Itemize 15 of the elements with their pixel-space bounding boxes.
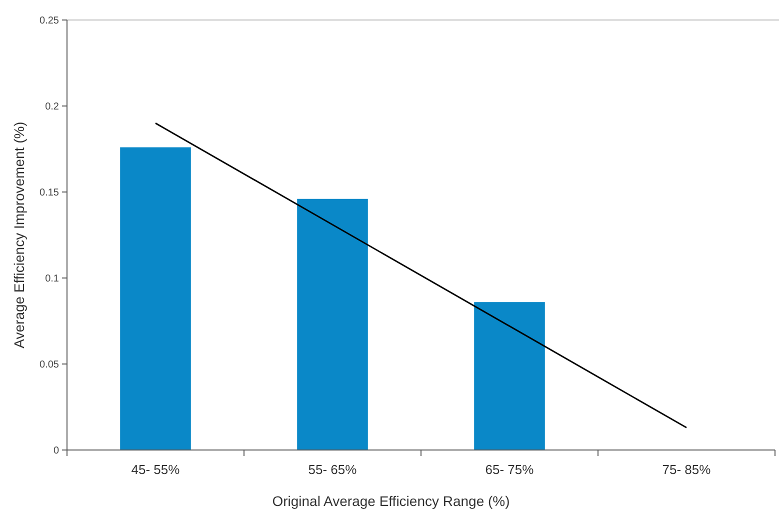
bar [120,147,191,450]
y-tick-label: 0.1 [45,274,60,284]
bar [297,198,368,450]
bar [474,302,545,450]
x-axis-title: Original Average Efficiency Range (%) [272,493,510,509]
y-tick-label: 0 [53,446,60,456]
y-tick-label: 0.15 [40,188,60,198]
y-tick-label: 0.05 [40,360,60,370]
x-tick-label: 65- 75% [485,462,534,477]
y-tick-label: 0.2 [45,102,60,112]
x-tick-label: 55- 65% [308,462,358,477]
y-axis-title: Average Efficiency Improvement (%) [11,122,27,348]
x-tick-label: 75- 85% [662,462,712,477]
y-tick-label: 0.25 [40,16,60,26]
x-tick-label: 45- 55% [131,462,180,477]
